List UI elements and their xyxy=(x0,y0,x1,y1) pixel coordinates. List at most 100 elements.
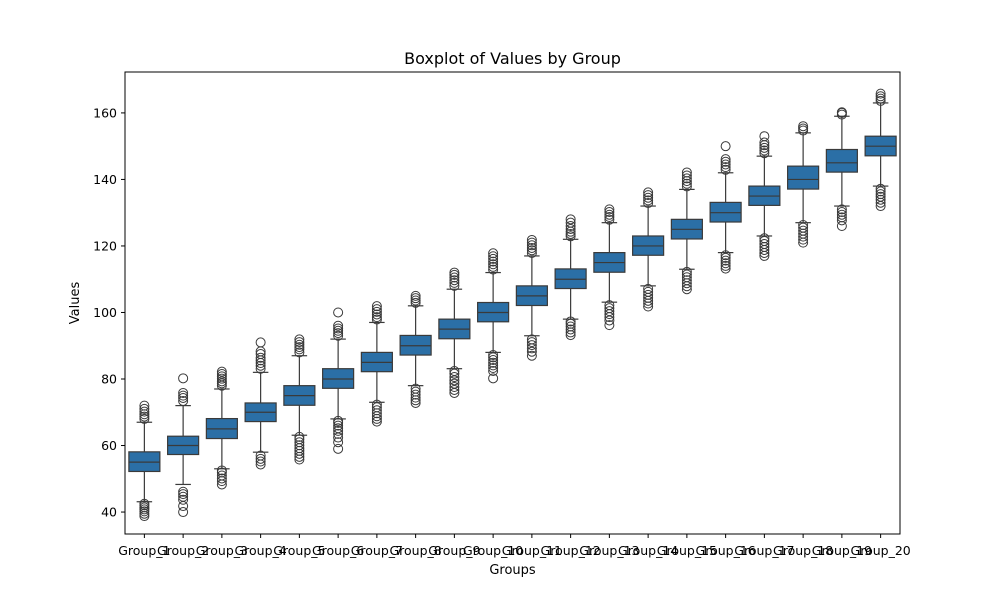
outlier-point xyxy=(216,366,227,377)
outlier-point xyxy=(333,325,344,336)
x-tick-label: Group_19 xyxy=(812,543,872,558)
outlier-point xyxy=(836,212,847,223)
x-tick-label: Group_13 xyxy=(579,543,639,558)
outlier-point xyxy=(294,347,305,358)
outlier-point xyxy=(410,293,421,304)
outlier-point xyxy=(449,269,460,280)
outlier-point xyxy=(216,473,227,484)
outlier-point xyxy=(333,443,344,454)
box-iqr xyxy=(787,165,820,190)
outlier-point xyxy=(488,264,499,275)
outlier-point xyxy=(604,209,615,220)
outlier-point xyxy=(836,215,847,226)
outlier-point xyxy=(178,486,189,497)
outlier-point xyxy=(216,470,227,481)
x-tick-label: Group_18 xyxy=(773,543,833,558)
box-group xyxy=(748,131,781,261)
outlier-point xyxy=(449,280,460,291)
box-group xyxy=(399,290,432,408)
outlier-point xyxy=(255,352,266,363)
outlier-point xyxy=(410,389,421,400)
x-tick-label: Group_16 xyxy=(696,543,756,558)
outlier-point xyxy=(526,234,537,245)
outlier-point xyxy=(798,225,809,236)
outlier-point xyxy=(449,381,460,392)
box-group xyxy=(360,301,393,427)
outlier-point xyxy=(604,207,615,218)
outlier-point xyxy=(526,340,537,351)
outlier-point xyxy=(681,269,692,280)
x-tick-label: Group_17 xyxy=(734,543,794,558)
box-group xyxy=(632,187,665,312)
outlier-point xyxy=(139,413,150,424)
outlier-point xyxy=(333,323,344,334)
outlier-point xyxy=(139,498,150,509)
box-group xyxy=(128,400,161,522)
outlier-point xyxy=(333,420,344,431)
outlier-point xyxy=(798,123,809,134)
outlier-point xyxy=(604,212,615,223)
x-tick-label: Group_7 xyxy=(351,543,403,558)
outlier-point xyxy=(178,392,189,403)
x-tick-label: Group_10 xyxy=(463,543,523,558)
outlier-point xyxy=(565,228,576,239)
outlier-point xyxy=(449,378,460,389)
x-tick-label: Group_6 xyxy=(312,543,364,558)
outlier-point xyxy=(565,214,576,225)
x-tick-label: Group_20 xyxy=(851,543,911,558)
outlier-point xyxy=(333,415,344,426)
outlier-point xyxy=(720,250,731,261)
outlier-point xyxy=(410,383,421,394)
outlier-point xyxy=(488,357,499,368)
box-group xyxy=(244,337,277,470)
outlier-point xyxy=(720,252,731,263)
outlier-point xyxy=(565,217,576,228)
outlier-point xyxy=(410,290,421,301)
outlier-point xyxy=(488,352,499,363)
outlier-point xyxy=(371,402,382,413)
outlier-point xyxy=(759,148,770,159)
outlier-point xyxy=(565,231,576,242)
outlier-point xyxy=(681,266,692,277)
outlier-point xyxy=(294,339,305,350)
outlier-point xyxy=(604,303,615,314)
outlier-point xyxy=(604,320,615,331)
y-tick-label: 160 xyxy=(93,105,117,120)
outlier-point xyxy=(294,434,305,445)
outlier-point xyxy=(216,376,227,387)
outlier-point xyxy=(720,255,731,266)
outlier-point xyxy=(178,491,189,502)
outlier-point xyxy=(333,307,344,318)
y-tick-label: 80 xyxy=(101,372,117,387)
outlier-point xyxy=(371,405,382,416)
outlier-point xyxy=(488,360,499,371)
outlier-point xyxy=(449,275,460,286)
outlier-point xyxy=(798,222,809,233)
y-tick-label: 100 xyxy=(93,305,117,320)
outlier-point xyxy=(604,306,615,317)
outlier-point xyxy=(178,390,189,401)
box-group xyxy=(438,267,471,398)
outlier-point xyxy=(371,399,382,410)
outlier-point xyxy=(449,384,460,395)
outlier-point xyxy=(526,337,537,348)
outlier-point xyxy=(488,251,499,262)
outlier-point xyxy=(681,181,692,192)
outlier-point xyxy=(255,456,266,467)
outlier-point xyxy=(333,423,344,434)
outlier-point xyxy=(178,395,189,406)
outlier-point xyxy=(526,245,537,256)
x-tick-label: Group_8 xyxy=(389,543,441,558)
outlier-point xyxy=(371,306,382,317)
outlier-point xyxy=(604,214,615,225)
outlier-point xyxy=(255,453,266,464)
outlier-point xyxy=(720,141,731,152)
outlier-point xyxy=(604,300,615,311)
box-group xyxy=(167,373,200,518)
outlier-point xyxy=(371,416,382,427)
outlier-point xyxy=(216,371,227,382)
outlier-point xyxy=(216,373,227,384)
outlier-point xyxy=(875,183,886,194)
outlier-point xyxy=(526,346,537,357)
